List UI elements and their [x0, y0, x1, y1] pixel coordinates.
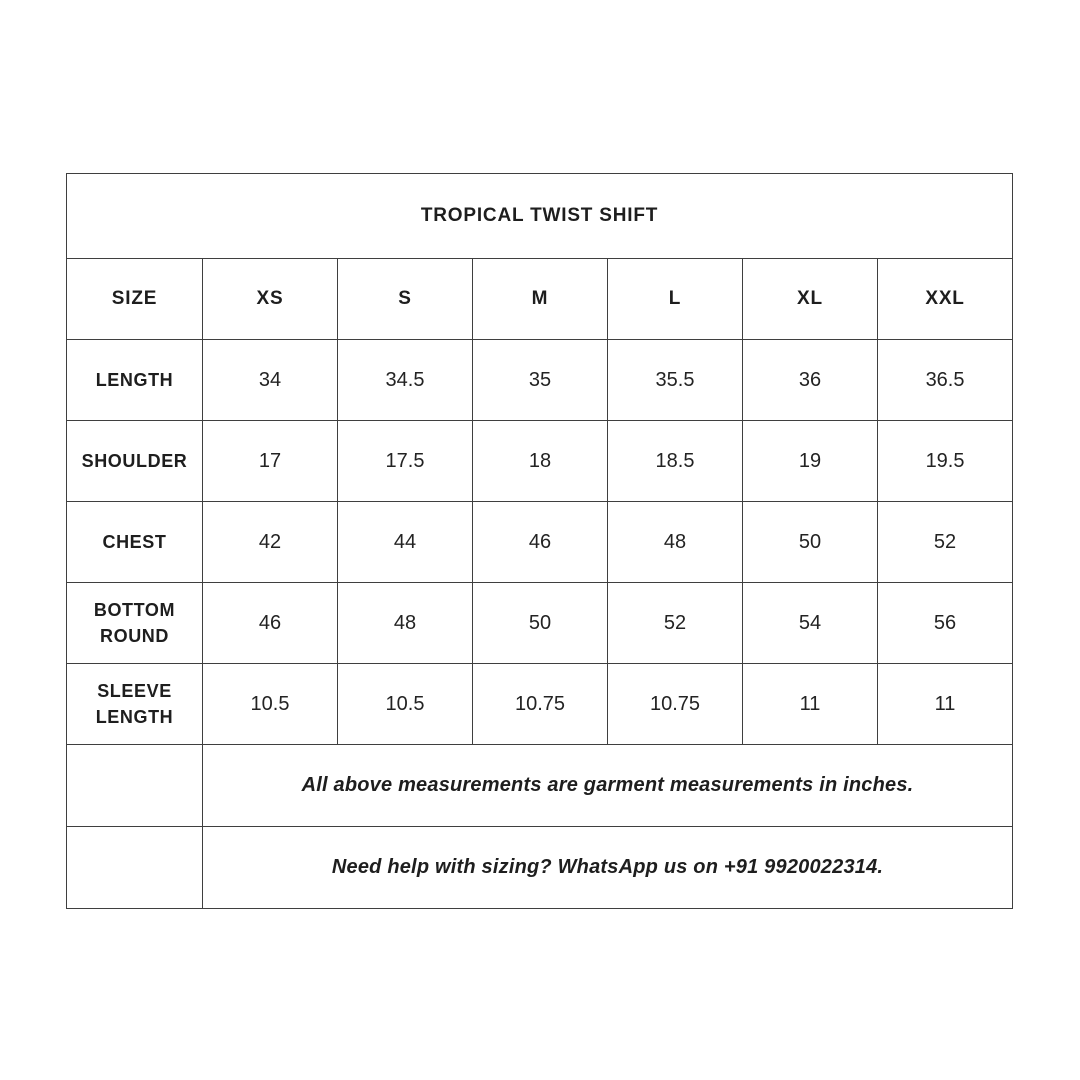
measurement-note: All above measurements are garment measu… [201, 744, 1014, 827]
bottom-round-m: 50 [472, 582, 608, 664]
header-size-xs: XS [202, 258, 338, 340]
header-size-label: SIZE [66, 258, 203, 340]
shoulder-xl: 19 [742, 420, 878, 502]
row-label-length: LENGTH [66, 339, 203, 421]
row-label-chest: CHEST [66, 501, 203, 583]
shoulder-xs: 17 [202, 420, 338, 502]
length-l: 35.5 [607, 339, 743, 421]
title-row: TROPICAL TWIST SHIFT [65, 173, 1014, 259]
chart-title: TROPICAL TWIST SHIFT [65, 173, 1014, 259]
chest-xxl: 52 [876, 501, 1014, 583]
table-row-shoulder: SHOULDER 17 17.5 18 18.5 19 19.5 [66, 420, 1014, 502]
sleeve-length-l: 10.75 [607, 663, 743, 745]
length-s: 34.5 [337, 339, 473, 421]
bottom-round-s: 48 [337, 582, 473, 664]
sleeve-length-s: 10.5 [337, 663, 473, 745]
bottom-round-xs: 46 [202, 582, 338, 664]
length-m: 35 [472, 339, 608, 421]
bottom-round-xl: 54 [742, 582, 878, 664]
length-xs: 34 [202, 339, 338, 421]
header-size-l: L [607, 258, 743, 340]
shoulder-m: 18 [472, 420, 608, 502]
chest-l: 48 [607, 501, 743, 583]
bottom-round-xxl: 56 [876, 582, 1014, 664]
bottom-round-l: 52 [607, 582, 743, 664]
row-label-sleeve-length: SLEEVE LENGTH [66, 663, 203, 745]
shoulder-l: 18.5 [607, 420, 743, 502]
chest-xl: 50 [742, 501, 878, 583]
measurement-note-row: All above measurements are garment measu… [66, 744, 1014, 827]
header-size-xxl: XXL [876, 258, 1014, 340]
chest-xs: 42 [202, 501, 338, 583]
length-xxl: 36.5 [876, 339, 1014, 421]
row-label-shoulder: SHOULDER [66, 420, 203, 502]
length-xl: 36 [742, 339, 878, 421]
shoulder-xxl: 19.5 [876, 420, 1014, 502]
table-row-sleeve-length: SLEEVE LENGTH 10.5 10.5 10.75 10.75 11 1… [66, 663, 1014, 745]
chest-m: 46 [472, 501, 608, 583]
sizing-help-note: Need help with sizing? WhatsApp us on +9… [201, 826, 1014, 909]
sleeve-length-m: 10.75 [472, 663, 608, 745]
table-row-length: LENGTH 34 34.5 35 35.5 36 36.5 [66, 339, 1014, 421]
chest-s: 44 [337, 501, 473, 583]
table-row-bottom-round: BOTTOM ROUND 46 48 50 52 54 56 [66, 582, 1014, 664]
header-size-xl: XL [742, 258, 878, 340]
sleeve-length-xl: 11 [742, 663, 878, 745]
shoulder-s: 17.5 [337, 420, 473, 502]
sleeve-length-xxl: 11 [876, 663, 1014, 745]
empty-cell [66, 826, 203, 909]
row-label-bottom-round: BOTTOM ROUND [66, 582, 203, 664]
header-size-s: S [337, 258, 473, 340]
table-row-chest: CHEST 42 44 46 48 50 52 [66, 501, 1014, 583]
header-size-m: M [472, 258, 608, 340]
size-header-row: SIZE XS S M L XL XXL [66, 258, 1014, 340]
size-chart-table: TROPICAL TWIST SHIFT SIZE XS S M L XL XX… [65, 173, 1014, 909]
sizing-help-row: Need help with sizing? WhatsApp us on +9… [66, 826, 1014, 909]
empty-cell [66, 744, 203, 827]
sleeve-length-xs: 10.5 [202, 663, 338, 745]
